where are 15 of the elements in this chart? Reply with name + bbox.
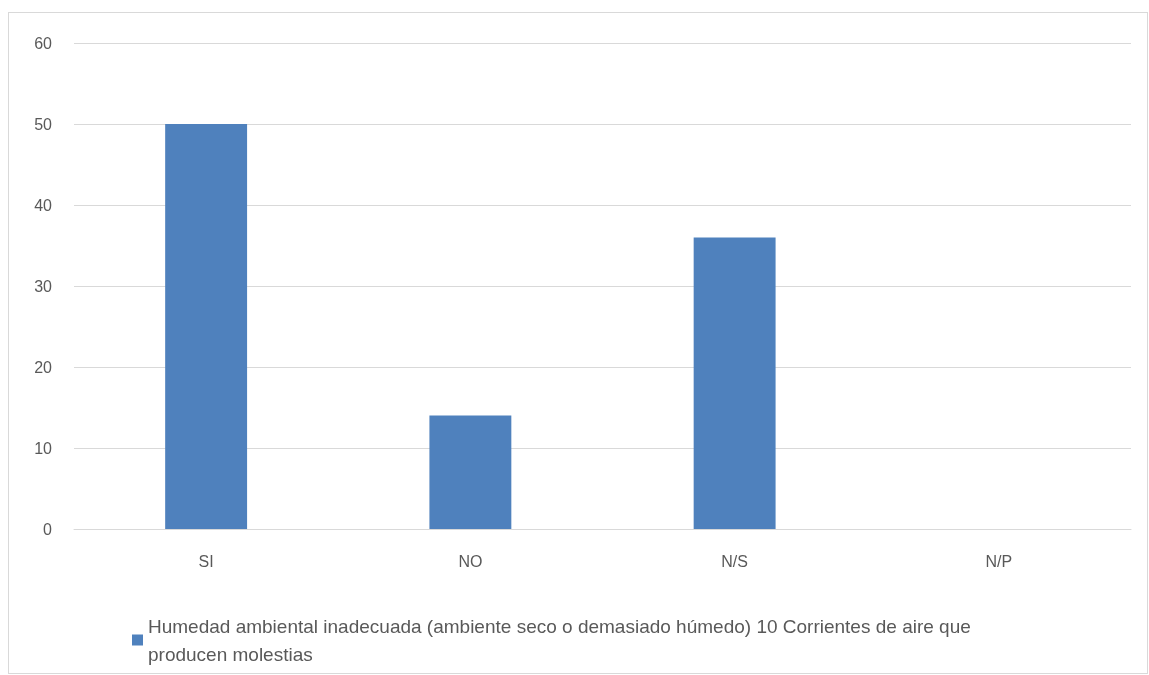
y-tick-label: 0 — [43, 520, 53, 538]
y-tick-label: 10 — [34, 439, 53, 457]
bar — [693, 237, 776, 529]
bar — [429, 415, 512, 529]
y-tick-label: 20 — [34, 358, 53, 376]
y-tick-label: 50 — [34, 115, 53, 133]
x-tick-label: NO — [458, 552, 483, 570]
y-tick-label: 40 — [34, 196, 53, 214]
bar — [165, 124, 248, 529]
y-tick-label: 30 — [34, 277, 53, 295]
y-tick-label: 60 — [34, 34, 53, 52]
x-tick-label: N/P — [985, 552, 1013, 570]
x-tick-label: SI — [198, 552, 214, 570]
x-tick-label: N/S — [721, 552, 748, 570]
legend-label: Humedad ambiental inadecuada (ambiente seco o demasiado húmedo) 10 Corrientes de aire que producen molestias — [148, 615, 977, 665]
